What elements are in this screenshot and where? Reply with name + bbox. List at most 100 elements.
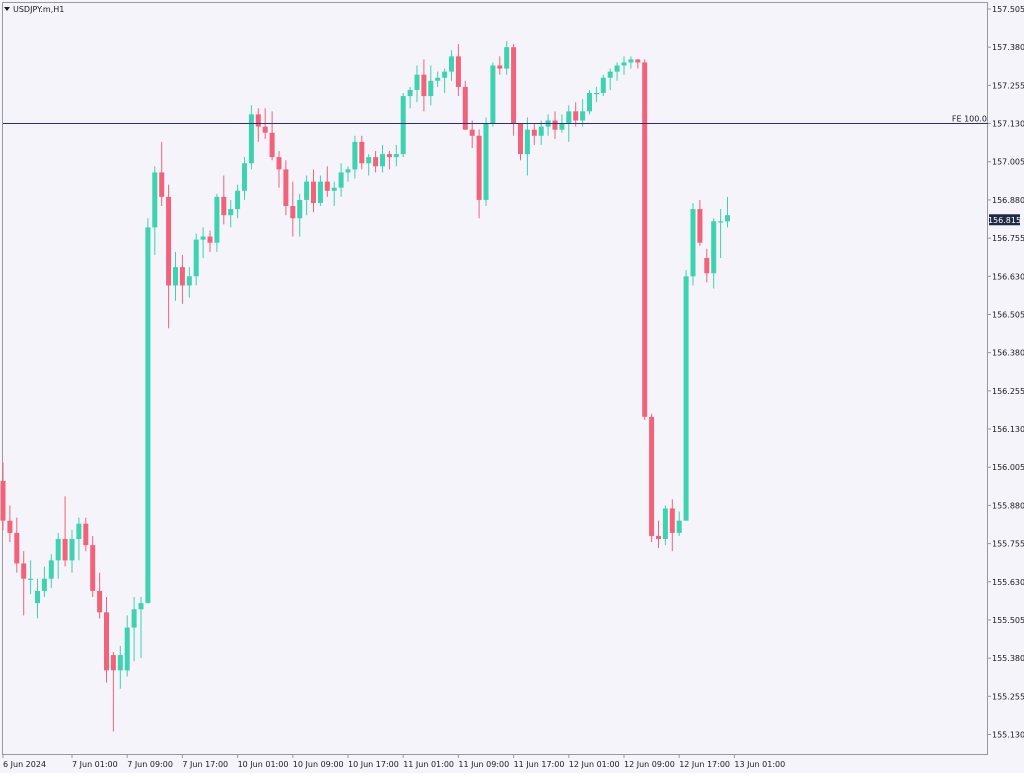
candle-body bbox=[600, 77, 606, 94]
candle bbox=[283, 160, 289, 216]
candle-body bbox=[421, 74, 427, 97]
candle bbox=[235, 184, 241, 219]
candle-body bbox=[283, 169, 289, 207]
candle bbox=[48, 554, 54, 588]
y-tick-label: 157.380 bbox=[992, 43, 1024, 52]
candle bbox=[242, 157, 247, 200]
candle-body bbox=[117, 655, 123, 671]
candle bbox=[504, 41, 510, 75]
candle bbox=[166, 184, 172, 329]
candle bbox=[186, 267, 192, 298]
candle bbox=[690, 202, 696, 286]
candle bbox=[538, 120, 544, 145]
candle bbox=[393, 144, 399, 167]
candle-body bbox=[628, 59, 634, 63]
candle-body bbox=[683, 276, 689, 521]
candle bbox=[490, 62, 496, 127]
y-tick-label: 156.630 bbox=[992, 272, 1024, 281]
candle bbox=[386, 151, 392, 170]
candle-body bbox=[200, 236, 206, 240]
candle bbox=[531, 123, 537, 145]
candle-body bbox=[345, 169, 351, 173]
candle-body bbox=[262, 126, 268, 133]
candle bbox=[200, 227, 206, 258]
x-tick-label: 13 Jun 01:00 bbox=[734, 760, 785, 769]
candle-body bbox=[359, 141, 365, 164]
candle bbox=[635, 59, 641, 69]
candle-body bbox=[435, 77, 441, 81]
candle bbox=[573, 102, 579, 127]
candle bbox=[400, 93, 406, 158]
candle-body bbox=[7, 520, 13, 533]
candle-body bbox=[366, 157, 372, 164]
candle-body bbox=[642, 62, 648, 417]
candle-body bbox=[690, 209, 696, 277]
candle-body bbox=[718, 221, 724, 223]
candle-body bbox=[476, 135, 482, 200]
candle-body bbox=[76, 523, 82, 539]
y-tick-label: 155.630 bbox=[992, 578, 1024, 587]
x-tick-label: 12 Jun 17:00 bbox=[679, 760, 730, 769]
candle-body bbox=[97, 590, 103, 613]
candle-body bbox=[697, 209, 703, 243]
candle-body bbox=[400, 96, 406, 155]
candle-body bbox=[214, 196, 220, 243]
candle-body bbox=[124, 627, 130, 671]
candle-body bbox=[104, 612, 109, 671]
candle bbox=[138, 597, 144, 659]
candle bbox=[614, 62, 620, 81]
candle-body bbox=[635, 59, 641, 63]
candle-body bbox=[324, 181, 330, 191]
candle-body bbox=[566, 111, 572, 124]
candle-body bbox=[69, 538, 75, 561]
candle-body bbox=[207, 236, 213, 243]
candle-body bbox=[311, 181, 316, 203]
candle-body bbox=[221, 196, 227, 216]
x-tick-label: 11 Jun 17:00 bbox=[514, 760, 565, 769]
plot-frame bbox=[2, 2, 988, 755]
y-tick-label: 155.380 bbox=[992, 654, 1024, 663]
y-tick-label: 157.005 bbox=[992, 158, 1024, 167]
candle-body bbox=[248, 114, 254, 164]
candle bbox=[455, 44, 461, 97]
candle-body bbox=[35, 590, 40, 604]
candle bbox=[497, 56, 503, 75]
candle-body bbox=[725, 215, 730, 222]
x-tick-label: 7 Jun 01:00 bbox=[72, 760, 118, 769]
candle bbox=[352, 135, 358, 179]
candle-body bbox=[269, 132, 275, 158]
candle bbox=[676, 511, 682, 536]
candle-body bbox=[21, 563, 27, 579]
x-tick-label: 10 Jun 01:00 bbox=[238, 760, 289, 769]
candle bbox=[711, 218, 717, 289]
candle-body bbox=[83, 523, 89, 546]
x-tick-label: 10 Jun 09:00 bbox=[293, 760, 344, 769]
candle bbox=[207, 230, 213, 252]
candle-body bbox=[110, 655, 116, 671]
candle-body bbox=[711, 221, 717, 274]
candle bbox=[76, 517, 82, 561]
candle-body bbox=[0, 480, 6, 521]
y-axis: 157.505 157.380 157.255 157.130 157.005 156.8… bbox=[988, 5, 1024, 740]
x-tick-label: 7 Jun 09:00 bbox=[127, 760, 173, 769]
candle bbox=[324, 166, 330, 197]
candle-body bbox=[41, 578, 47, 591]
candle-body bbox=[331, 187, 337, 191]
candle bbox=[55, 532, 61, 579]
candle bbox=[704, 248, 710, 283]
candle bbox=[524, 117, 530, 176]
candle bbox=[469, 120, 475, 148]
candle bbox=[656, 520, 661, 549]
candle-body bbox=[662, 508, 668, 539]
dropdown-triangle-icon[interactable] bbox=[4, 7, 10, 11]
candle bbox=[483, 117, 489, 207]
candle bbox=[179, 254, 185, 304]
candle-body bbox=[352, 141, 358, 170]
candle-body bbox=[483, 123, 489, 200]
x-tick-label: 6 Jun 2024 bbox=[3, 760, 46, 769]
candle bbox=[41, 566, 47, 598]
candle bbox=[642, 59, 648, 420]
candle-body bbox=[573, 111, 579, 121]
candle bbox=[366, 154, 372, 176]
